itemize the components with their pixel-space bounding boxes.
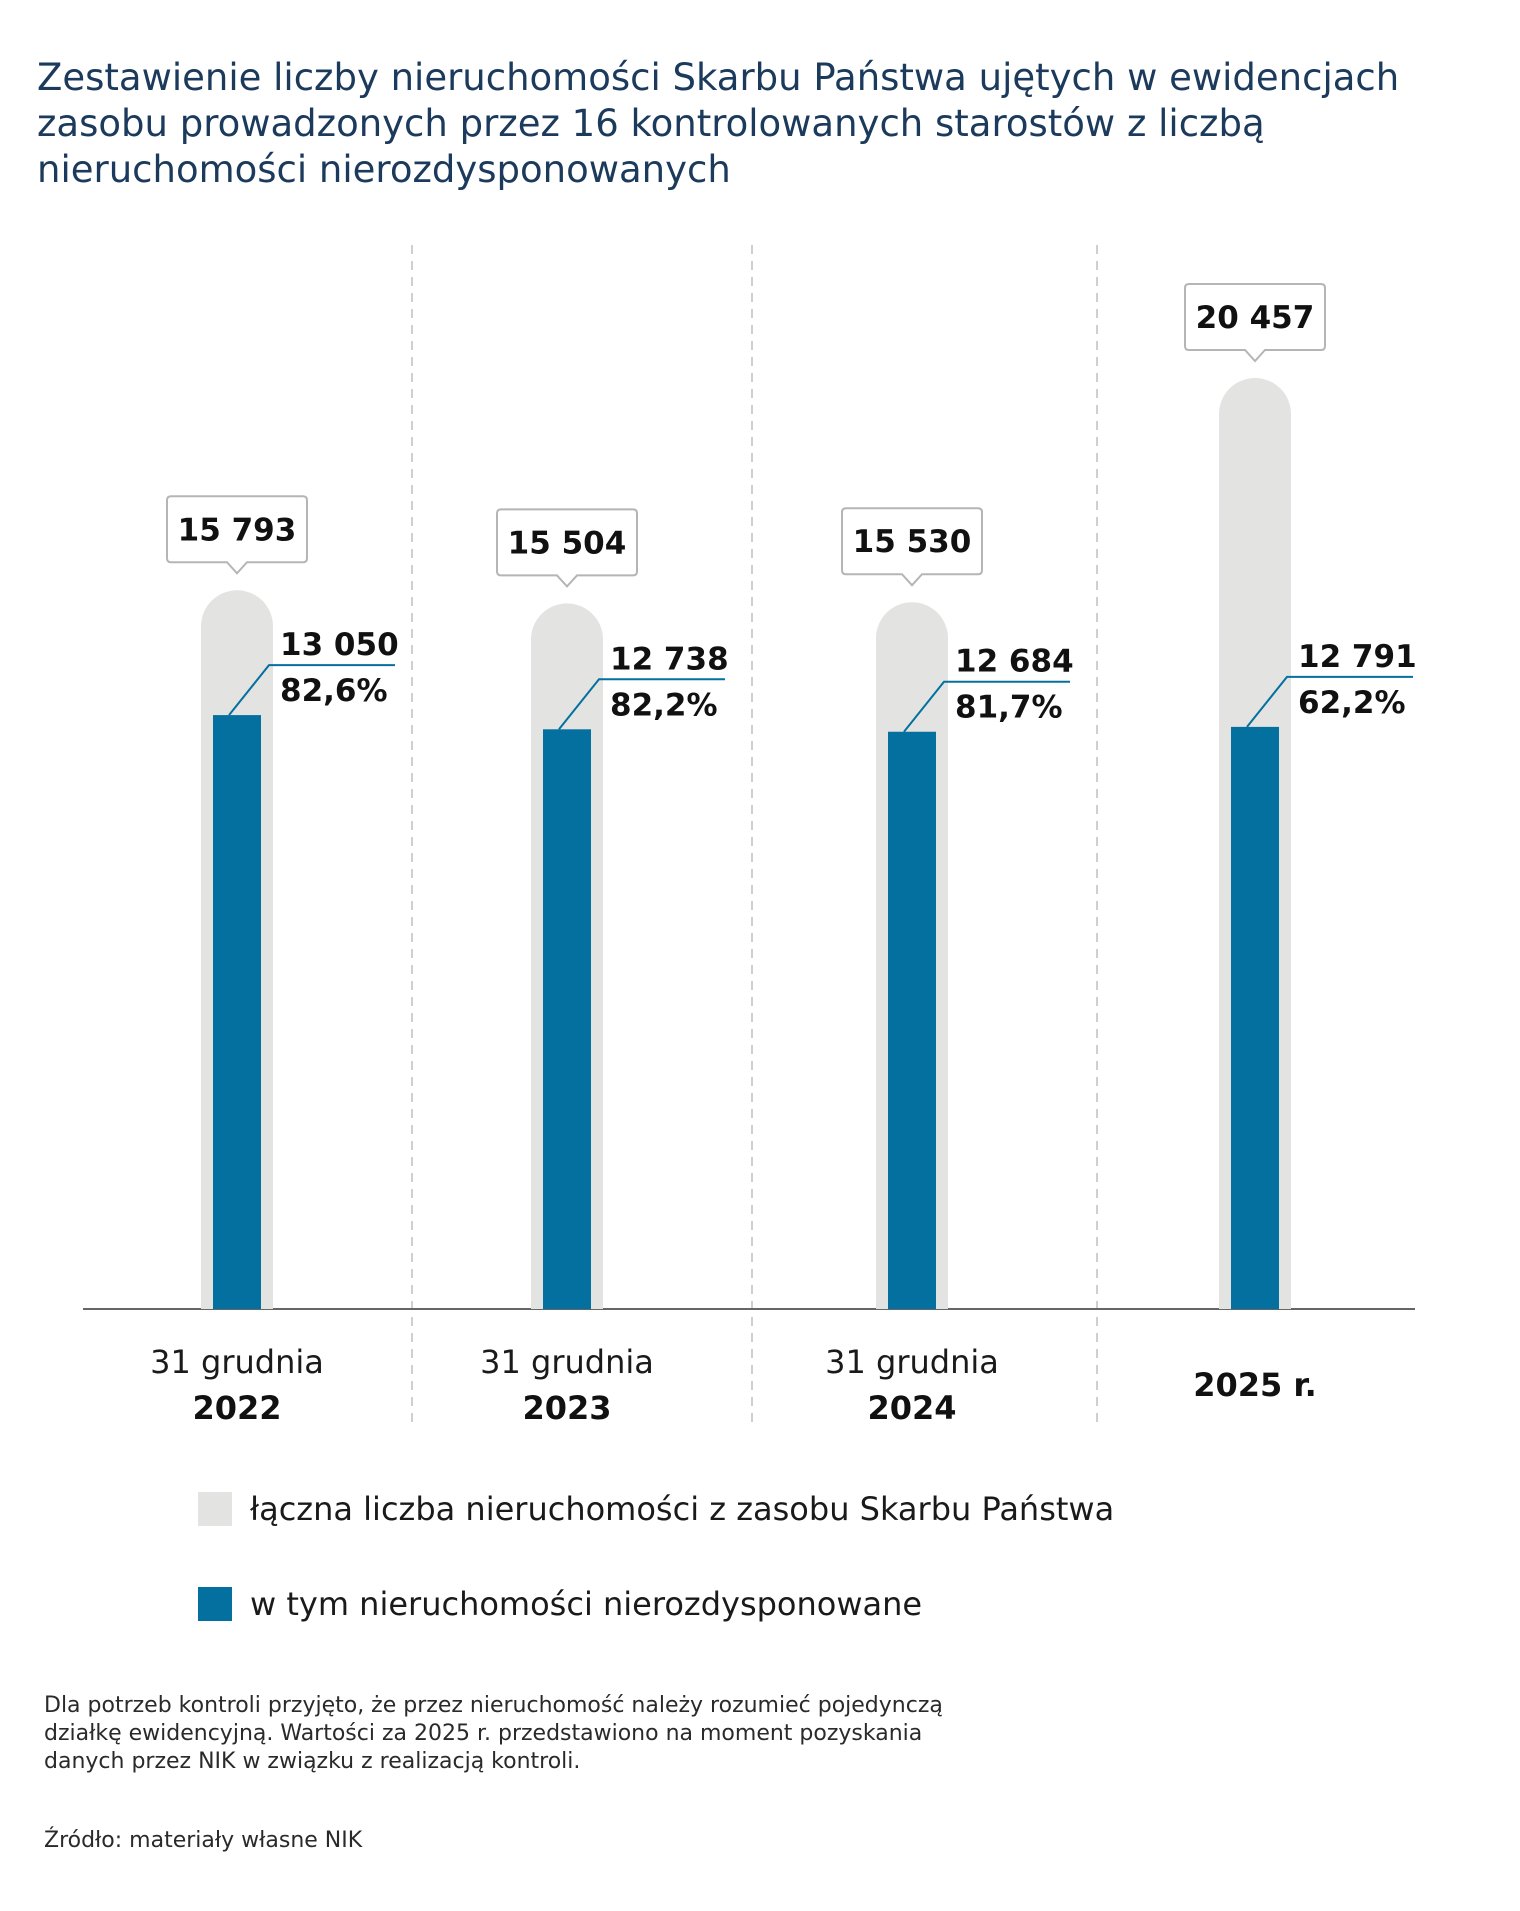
undisposed-value-label: 12 791 xyxy=(1298,639,1417,675)
undisposed-value-label: 12 684 xyxy=(955,644,1074,680)
undisposed-leader-line xyxy=(1246,675,1413,728)
category-label-line2: 2023 xyxy=(522,1389,611,1427)
category-label-line1: 31 grudnia xyxy=(150,1343,324,1381)
legend-swatch-total xyxy=(198,1492,232,1526)
undisposed-percent-label: 81,7% xyxy=(955,690,1063,726)
undisposed-value-label: 12 738 xyxy=(610,641,729,677)
legend-item-total: łączna liczba nieruchomości z zasobu Ska… xyxy=(198,1490,1114,1528)
legend-item-undisposed: w tym nieruchomości nierozdysponowane xyxy=(198,1585,922,1623)
undisposed-leader-line xyxy=(558,678,725,730)
total-value-label: 20 457 xyxy=(1196,300,1315,336)
undisposed-leader-line xyxy=(228,664,395,716)
total-value-label: 15 504 xyxy=(508,525,627,561)
bar-undisposed xyxy=(213,715,261,1309)
total-callout xyxy=(841,507,983,587)
category-label-line2: 2024 xyxy=(867,1389,956,1427)
category-label-line2: 2025 r. xyxy=(1193,1366,1317,1404)
undisposed-percent-label: 62,2% xyxy=(1298,685,1406,721)
source-note: Źródło: materiały własne NIK xyxy=(44,1828,363,1853)
legend-label-undisposed: w tym nieruchomości nierozdysponowane xyxy=(250,1585,923,1623)
undisposed-value-label: 13 050 xyxy=(280,627,399,663)
undisposed-leader-line xyxy=(903,680,1070,733)
total-value-label: 15 793 xyxy=(178,512,297,548)
chart-title: Zestawienie liczby nieruchomości Skarbu … xyxy=(37,56,1400,191)
undisposed-percent-label: 82,6% xyxy=(280,673,388,709)
legend-label-total: łączna liczba nieruchomości z zasobu Ska… xyxy=(250,1490,1115,1528)
category-label-line1: 31 grudnia xyxy=(825,1343,999,1381)
footnote: Dla potrzeb kontroli przyjęto, że przez … xyxy=(44,1693,943,1774)
total-callout xyxy=(496,508,638,588)
bar-undisposed xyxy=(1231,726,1279,1309)
bar-undisposed xyxy=(543,729,591,1309)
total-callout xyxy=(166,495,308,575)
undisposed-percent-label: 82,2% xyxy=(610,687,718,723)
total-value-label: 15 530 xyxy=(853,524,972,560)
category-label-line1: 31 grudnia xyxy=(480,1343,654,1381)
category-label-line2: 2022 xyxy=(192,1389,281,1427)
total-callout xyxy=(1184,283,1326,363)
bar-undisposed xyxy=(888,731,936,1309)
legend-swatch-undisposed xyxy=(198,1587,232,1621)
